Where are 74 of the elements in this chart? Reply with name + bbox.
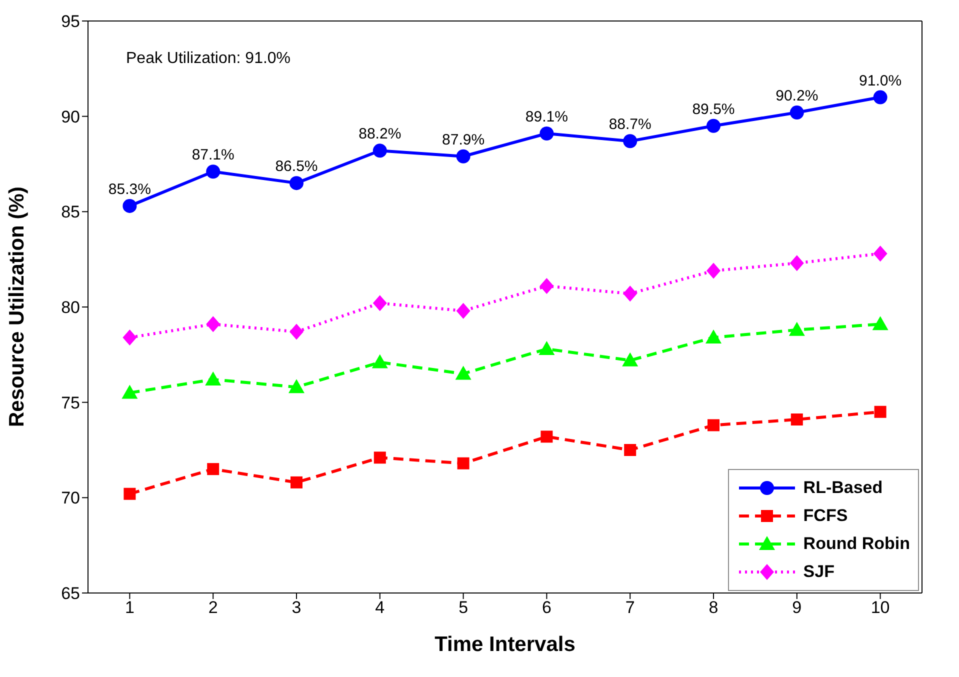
x-tick-label: 4 — [375, 598, 385, 618]
point — [706, 262, 720, 279]
point — [372, 354, 388, 368]
x-tick-label: 1 — [124, 598, 134, 618]
data-label: 91.0% — [859, 72, 902, 90]
x-tick-label: 8 — [708, 598, 718, 618]
y-tick-label: 65 — [61, 584, 80, 604]
point — [706, 330, 722, 344]
legend-label: FCFS — [803, 506, 848, 526]
point — [790, 255, 804, 272]
point — [873, 246, 888, 262]
x-tick-label: 10 — [870, 598, 890, 618]
y-tick-label: 85 — [61, 202, 80, 222]
point — [790, 106, 804, 120]
point — [455, 366, 472, 380]
point — [290, 476, 302, 488]
point — [708, 419, 720, 432]
point — [207, 463, 220, 476]
point — [122, 330, 137, 346]
y-axis-title: Resource Utilization (%) — [5, 186, 28, 427]
point — [206, 316, 220, 332]
x-tick-label: 7 — [625, 598, 635, 618]
point — [206, 164, 220, 179]
y-tick-label: 75 — [61, 393, 80, 412]
point — [540, 278, 554, 294]
point — [623, 134, 638, 148]
legend-label: Round Robin — [803, 534, 910, 554]
x-tick-label: 5 — [458, 598, 468, 618]
point — [205, 371, 222, 386]
point — [624, 444, 636, 456]
data-label: 88.2% — [358, 126, 402, 143]
point — [122, 198, 137, 213]
data-label: 89.5% — [692, 100, 735, 118]
y-tick-label: 80 — [61, 298, 80, 318]
point — [372, 295, 387, 312]
point — [290, 324, 304, 340]
data-label: 88.7% — [608, 116, 652, 134]
data-label: 87.9% — [442, 131, 485, 148]
data-label: 85.3% — [108, 180, 151, 198]
point — [788, 322, 805, 336]
point — [124, 488, 136, 500]
point — [538, 340, 555, 355]
point — [540, 430, 553, 443]
point — [623, 286, 638, 302]
y-tick-label: 90 — [61, 107, 80, 126]
x-tick-label: 6 — [542, 598, 552, 618]
point — [290, 176, 304, 190]
point — [873, 90, 888, 104]
point — [374, 452, 386, 464]
point — [122, 384, 138, 399]
point — [874, 406, 886, 418]
point — [622, 352, 638, 366]
data-label: 87.1% — [192, 146, 234, 164]
x-tick-label: 3 — [292, 598, 302, 618]
y-tick-label: 70 — [61, 488, 80, 508]
data-label: 90.2% — [776, 88, 818, 105]
point — [456, 149, 470, 164]
point — [457, 457, 470, 470]
point — [372, 144, 387, 158]
point — [872, 316, 888, 330]
legend-label: SJF — [803, 562, 834, 582]
point — [288, 379, 304, 394]
legend-label: RL-Based — [803, 478, 883, 498]
y-tick-label: 95 — [61, 12, 80, 32]
data-label: 89.1% — [525, 108, 568, 126]
x-tick-label: 9 — [792, 598, 802, 618]
data-label: 86.5% — [275, 158, 318, 176]
annotation: Peak Utilization: 91.0% — [126, 50, 291, 68]
point — [706, 118, 720, 133]
point — [540, 126, 554, 140]
x-tick-label: 2 — [208, 598, 218, 618]
point — [790, 413, 803, 426]
x-axis-title: Time Intervals — [434, 633, 576, 656]
point — [456, 302, 470, 319]
